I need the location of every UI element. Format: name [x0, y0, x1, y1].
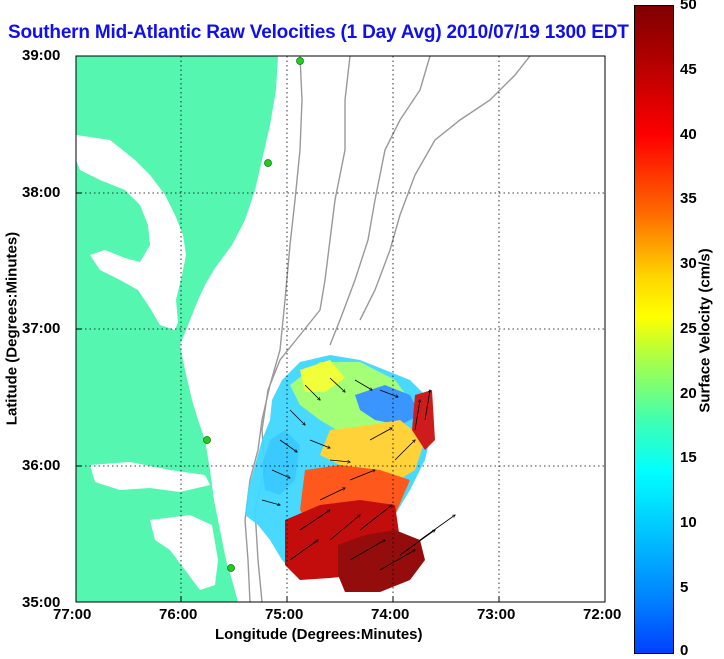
colorbar-tick: 25 — [680, 320, 697, 337]
y-axis-label: Latitude (Degrees:Minutes) — [3, 231, 21, 426]
x-tick-label: 75:00 — [265, 606, 304, 623]
colorbar-tick: 35 — [680, 190, 697, 207]
velocity-arrows — [261, 377, 455, 571]
colorbar-tick: 40 — [680, 126, 697, 143]
y-tick-label: 38:00 — [22, 184, 61, 201]
velocity-field — [245, 355, 435, 592]
colorbar-tick: 20 — [680, 385, 697, 402]
colorbar-label: Surface Velocity (cm/s) — [696, 248, 714, 413]
x-tick-label: 76:00 — [159, 606, 198, 623]
y-tick-label: 36:00 — [22, 457, 61, 474]
x-tick-label: 77:00 — [53, 606, 92, 623]
y-tick-label: 39:00 — [22, 47, 61, 64]
colorbar-tick: 15 — [680, 449, 697, 466]
colorbar — [634, 5, 674, 654]
y-tick-label: 37:00 — [22, 320, 61, 337]
x-axis-label: Longitude (Degrees:Minutes) — [215, 626, 423, 643]
colorbar-tick: 30 — [680, 255, 697, 272]
x-tick-label: 72:00 — [583, 606, 622, 623]
y-tick-label: 35:00 — [22, 594, 61, 611]
colorbar-tick: 0 — [680, 642, 689, 659]
x-tick-label: 74:00 — [371, 606, 410, 623]
map-title: Southern Mid-Atlantic Raw Velocities (1 … — [8, 22, 629, 43]
colorbar-tick: 5 — [680, 579, 689, 596]
albemarle-sound — [90, 462, 210, 492]
x-tick-label: 73:00 — [477, 606, 516, 623]
colorbar-tick: 50 — [680, 0, 697, 13]
colorbar-tick: 10 — [680, 514, 697, 531]
pamlico-sound — [150, 515, 218, 590]
hf-radar-stations — [203, 57, 304, 572]
colorbar-tick: 45 — [680, 61, 697, 78]
chesapeake-bay — [76, 135, 186, 330]
